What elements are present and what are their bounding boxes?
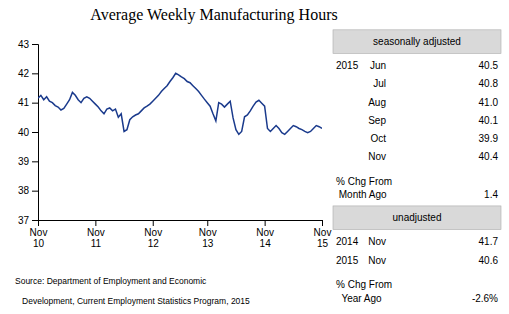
y-tick-label: 40 <box>18 127 30 138</box>
x-axis: Nov10 Nov11 Nov12 Nov13 Nov14 Nov15 <box>30 220 332 249</box>
panel-year: 2015 <box>336 255 359 266</box>
panel-value: 41.7 <box>479 236 499 247</box>
y-tick-mark <box>32 132 38 133</box>
panel-month: Jul <box>373 78 386 89</box>
x-tick: Nov13 <box>199 220 217 249</box>
x-tick-label: Nov12 <box>144 227 162 249</box>
panel-header <box>333 206 501 230</box>
x-tick: Nov12 <box>144 220 162 249</box>
plot-area <box>38 73 322 134</box>
y-tick-label: 38 <box>18 185 30 196</box>
x-tick-mark <box>153 220 154 226</box>
y-tick-mark <box>32 191 38 192</box>
x-tick: Nov11 <box>87 220 105 249</box>
panel-value: 40.8 <box>479 78 499 89</box>
y-tick-label: 43 <box>18 39 30 50</box>
y-tick-label: 42 <box>18 68 30 79</box>
panel-value: 40.1 <box>479 115 499 126</box>
panel-year: 2014 <box>336 236 359 247</box>
panel-value: 40.4 <box>479 151 499 162</box>
y-tick-label: 39 <box>18 156 30 167</box>
x-tick-mark <box>322 220 323 226</box>
x-tick-mark <box>95 220 96 226</box>
panel-month: Nov <box>368 151 386 162</box>
panel-heading: unadjusted <box>393 212 442 223</box>
y-tick: 37 <box>18 215 38 226</box>
source: Development, Current Employment Statisti… <box>15 296 250 306</box>
panel-change-value: 1.4 <box>484 189 498 200</box>
x-tick-mark <box>207 220 208 226</box>
x-tick-mark <box>265 220 266 226</box>
y-tick-label: 37 <box>18 215 30 226</box>
x-tick-label: Nov13 <box>199 227 217 249</box>
title: Average Weekly Manufacturing Hours <box>90 6 337 24</box>
panel-change-label: % Chg From <box>336 279 392 290</box>
panel-change-value: -2.6% <box>472 293 498 304</box>
panel-change-label: Year Ago <box>336 293 382 304</box>
y-tick-label: 41 <box>18 97 30 108</box>
panel-month: Sep <box>368 115 386 126</box>
y-tick: 38 <box>18 185 38 196</box>
x-tick: Nov15 <box>314 220 332 249</box>
panel-month: Oct <box>370 133 386 144</box>
panel-month: Aug <box>368 97 386 108</box>
panel-value: 40.6 <box>479 255 499 266</box>
y-axis: 37 38 39 40 41 42 43 <box>18 39 39 226</box>
y-tick: 43 <box>18 39 38 50</box>
x-tick-label: Nov10 <box>30 227 48 249</box>
panel-month: Jun <box>370 60 386 71</box>
line <box>38 73 322 134</box>
y-axis-line <box>32 45 39 221</box>
panel-value: 41.0 <box>479 97 499 108</box>
y-tick: 41 <box>18 97 38 108</box>
x-tick: Nov14 <box>256 220 274 249</box>
x-tick-label: Nov15 <box>314 227 332 249</box>
source: Source: Department of Employment and Eco… <box>15 276 207 286</box>
x-axis-line <box>39 221 323 227</box>
y-tick-mark <box>32 103 38 104</box>
x-tick-mark <box>38 220 39 226</box>
y-tick-mark <box>32 44 38 45</box>
x-tick: Nov10 <box>30 220 48 249</box>
y-tick: 42 <box>18 68 38 79</box>
x-tick-label: Nov14 <box>256 227 274 249</box>
panel-year: 2015 <box>336 60 359 71</box>
y-tick-mark <box>32 73 38 74</box>
panel-month: Nov <box>368 236 386 247</box>
x-tick-label: Nov11 <box>87 227 105 249</box>
panel-heading: seasonally adjusted <box>373 36 461 47</box>
panel-value: 39.9 <box>479 133 499 144</box>
chart: Average Weekly Manufacturing Hours 37 38 39… <box>0 0 509 314</box>
panel-month: Nov <box>368 255 386 266</box>
y-tick-mark <box>32 161 38 162</box>
panel-header <box>333 30 501 54</box>
y-tick: 39 <box>18 156 38 167</box>
y-tick: 40 <box>18 127 38 138</box>
panel-change-label: Month Ago <box>336 189 387 200</box>
y-tick-mark <box>32 220 38 221</box>
panel-value: 40.5 <box>479 60 499 71</box>
panel-change-label: % Chg From <box>336 176 392 187</box>
